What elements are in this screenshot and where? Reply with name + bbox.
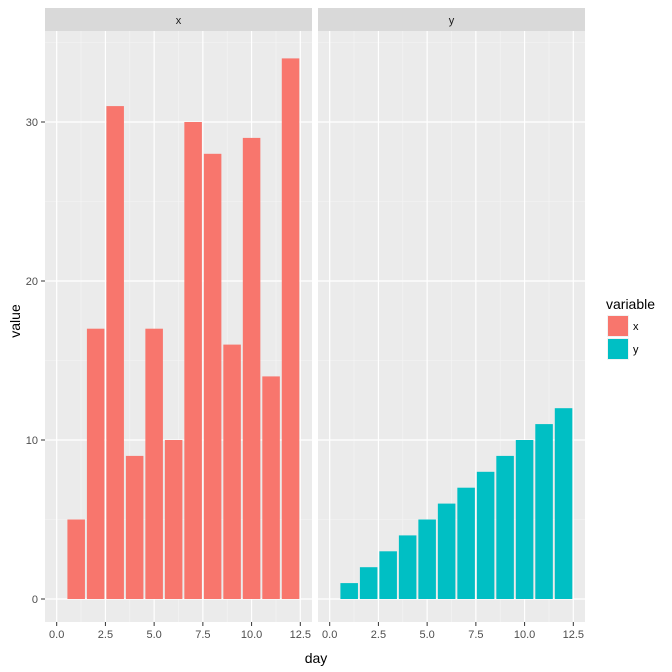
bar-y-7 (457, 487, 475, 599)
bar-x-9 (223, 344, 241, 599)
x-tick-label: 2.5 (371, 629, 386, 641)
bar-y-2 (359, 567, 378, 599)
facet-strip (45, 8, 312, 31)
bar-y-11 (535, 424, 553, 599)
legend-title: variable (606, 296, 655, 312)
facet-strip (318, 8, 585, 31)
bar-y-12 (554, 408, 573, 599)
x-tick-label: 10.0 (514, 629, 535, 641)
bar-x-3 (106, 106, 124, 599)
legend-swatch-y (608, 339, 628, 359)
x-tick-label: 12.5 (290, 629, 311, 641)
bar-y-4 (398, 535, 417, 599)
x-tick-label: 0.0 (49, 629, 64, 641)
x-tick-label: 7.5 (468, 629, 483, 641)
bar-y-1 (340, 583, 358, 599)
y-tick-label: 30 (26, 117, 38, 129)
bar-x-1 (67, 519, 85, 599)
y-tick-label: 10 (26, 435, 38, 447)
legend: variable xy (606, 296, 655, 360)
bar-y-3 (379, 551, 397, 599)
bar-y-9 (496, 455, 514, 599)
bar-y-10 (515, 440, 534, 599)
facet-panel-x: x (45, 8, 312, 622)
x-tick-label: 0.0 (322, 629, 337, 641)
bar-x-12 (281, 58, 300, 599)
bar-x-4 (125, 455, 144, 599)
x-tick-label: 5.0 (146, 629, 161, 641)
bar-y-6 (437, 503, 456, 599)
bar-x-10 (242, 137, 261, 599)
bar-y-8 (476, 471, 495, 599)
bar-x-11 (262, 376, 280, 599)
x-tick-label: 7.5 (195, 629, 210, 641)
y-tick-label: 0 (32, 594, 38, 606)
facet-panel-y: y (318, 8, 585, 622)
x-axis-title: day (305, 650, 328, 666)
y-axis: 0 10 20 30 (26, 117, 45, 606)
bar-x-5 (145, 328, 163, 599)
legend-label-y: y (633, 344, 639, 356)
bar-x-8 (203, 153, 222, 600)
x-tick-label: 10.0 (241, 629, 262, 641)
facet-strip-label: x (176, 15, 182, 27)
x-tick-label: 5.0 (419, 629, 434, 641)
facet-strip-label: y (449, 15, 455, 27)
x-axis: 0.0 2.5 5.0 7.5 10.0 12.5 0.0 2.5 5.0 7.5 10.0 12.5 (49, 622, 584, 641)
legend-label-x: x (633, 321, 639, 333)
legend-swatch-x (608, 316, 628, 336)
y-tick-label: 20 (26, 276, 38, 288)
bar-x-7 (184, 122, 202, 599)
x-tick-label: 12.5 (563, 629, 584, 641)
y-axis-title: value (7, 304, 23, 338)
x-tick-label: 2.5 (98, 629, 113, 641)
bar-x-6 (164, 440, 183, 599)
bar-x-2 (86, 328, 105, 599)
bar-y-5 (418, 519, 436, 599)
